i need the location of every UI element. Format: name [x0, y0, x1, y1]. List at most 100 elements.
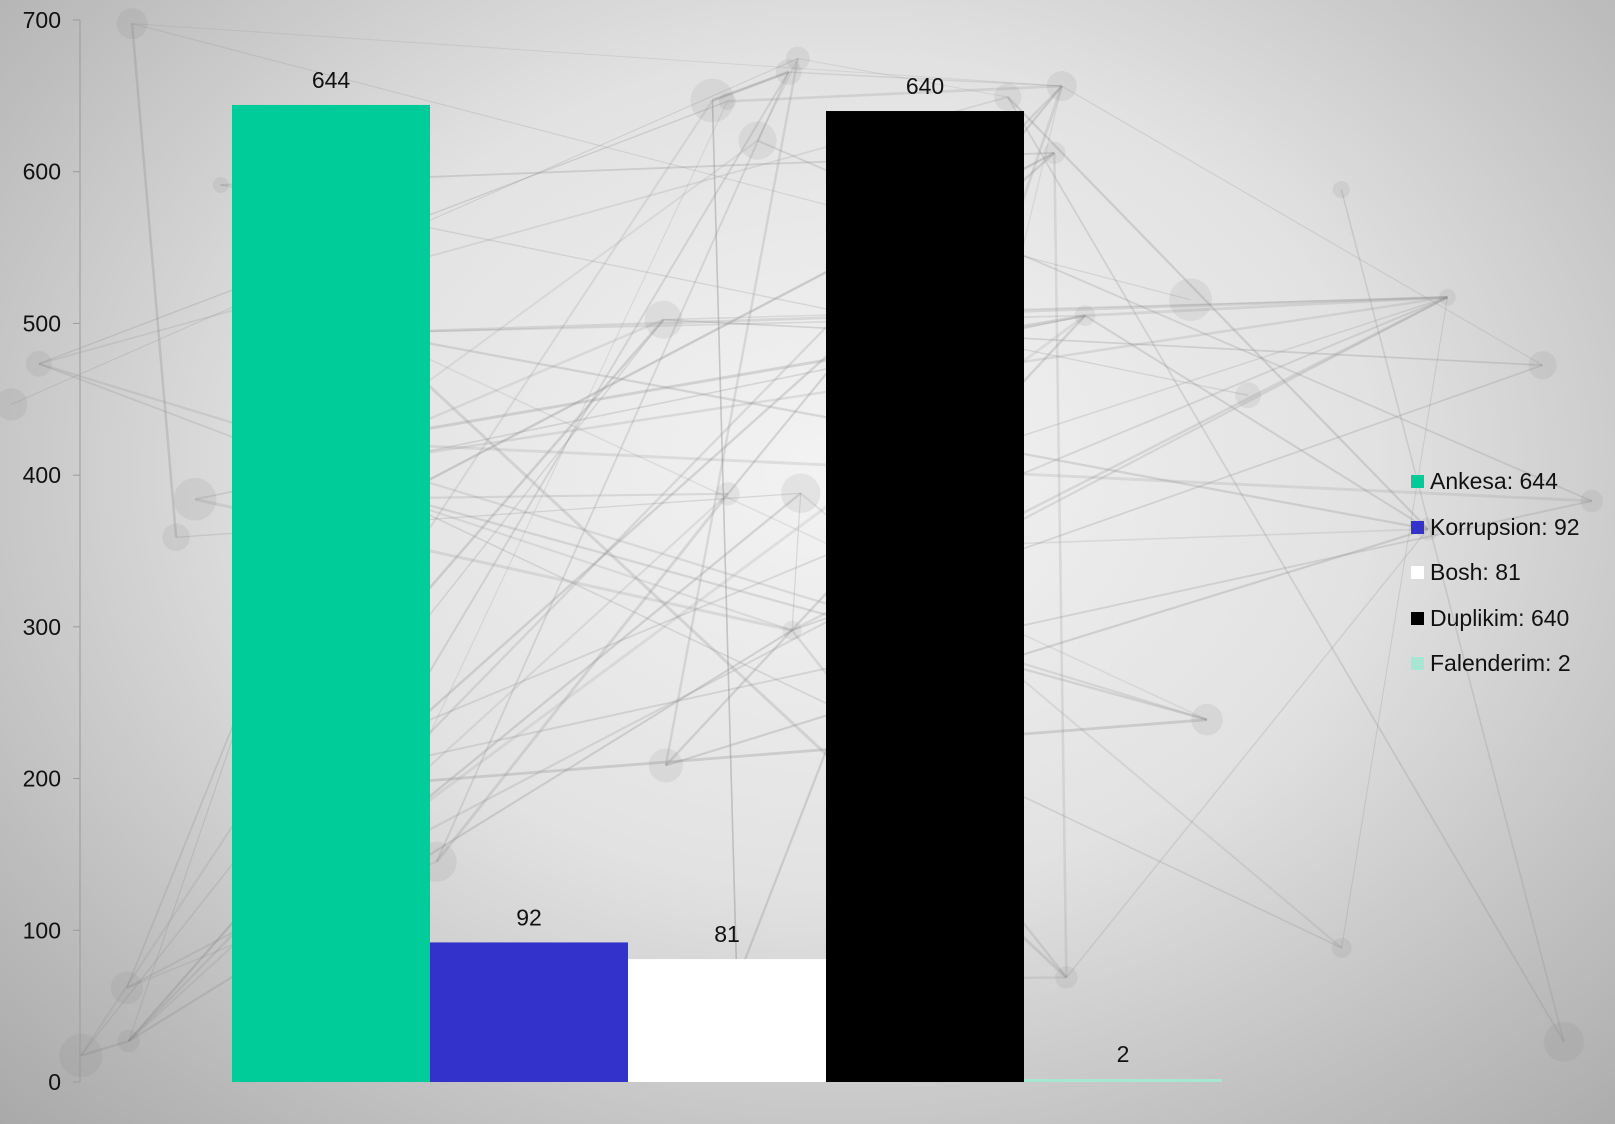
y-tick-label: 400 — [23, 462, 61, 488]
y-tick-label: 500 — [23, 310, 61, 336]
background-node — [162, 523, 190, 552]
background-line — [788, 71, 1062, 87]
data-label: 644 — [312, 67, 351, 93]
background-node — [644, 300, 683, 339]
data-labels: 644 92 81 640 2 — [312, 67, 1130, 1067]
background-node — [1043, 141, 1066, 165]
background-line — [394, 492, 728, 500]
background-node — [775, 59, 802, 86]
background-node — [1055, 966, 1078, 989]
legend-label: Korrupsion: 92 — [1430, 513, 1580, 540]
background-line — [1061, 85, 1543, 366]
background-node — [994, 83, 1022, 111]
background-line — [435, 71, 790, 863]
background-node — [0, 388, 28, 421]
background-line — [130, 23, 178, 538]
background-node — [738, 121, 777, 160]
background-line — [381, 101, 728, 836]
background-line — [711, 100, 738, 981]
y-axis: 0 100 200 300 400 500 600 700 — [23, 7, 81, 1095]
background-line — [711, 70, 790, 102]
background-line — [727, 84, 1062, 103]
background-node — [782, 620, 802, 640]
background-node — [1074, 305, 1096, 327]
background-line — [1084, 314, 1429, 530]
background-line — [973, 296, 1448, 453]
background-line — [664, 58, 800, 766]
background-node — [1331, 937, 1352, 958]
data-label: 92 — [516, 904, 542, 930]
background-node — [212, 176, 229, 194]
background-line — [1006, 96, 1429, 530]
legend-item: Falenderim: 2 — [1411, 641, 1580, 687]
background-line — [80, 1040, 129, 1057]
background-node — [1528, 351, 1557, 380]
background-node — [1439, 288, 1456, 306]
background-line — [132, 23, 1062, 87]
y-tick-label: 200 — [23, 766, 61, 792]
data-label: 640 — [906, 73, 944, 99]
background-line — [756, 58, 799, 141]
background-node — [1191, 703, 1223, 736]
bar-korrupsion — [430, 942, 628, 1082]
legend-label: Duplikim: 640 — [1430, 604, 1570, 631]
legend-swatch — [1411, 566, 1424, 580]
legend-item: Ankesa: 644 — [1411, 459, 1580, 505]
background-node — [116, 8, 148, 40]
background-line — [1341, 297, 1448, 948]
bars — [232, 104, 1222, 1083]
background-line — [435, 492, 730, 863]
background-line — [663, 296, 1448, 321]
data-label: 2 — [1117, 1041, 1130, 1067]
data-label: 81 — [714, 921, 740, 947]
background-node — [1580, 489, 1604, 513]
bar-falenderim — [1024, 1078, 1222, 1082]
background-line — [711, 100, 738, 981]
background-line — [712, 71, 789, 102]
background-node — [1543, 1021, 1584, 1062]
background-node — [1332, 181, 1350, 199]
background-line — [1340, 189, 1565, 1042]
background-node — [117, 1029, 140, 1053]
background-node — [648, 748, 683, 783]
background-line — [381, 492, 802, 837]
legend-swatch — [1411, 657, 1424, 671]
legend-item: Korrupsion: 92 — [1411, 505, 1580, 551]
legend-swatch — [1411, 520, 1424, 534]
background-line — [371, 332, 1208, 721]
legend: Ankesa: 644 Korrupsion: 92 Bosh: 81 Dupl… — [1411, 459, 1580, 687]
background-line — [665, 528, 1429, 767]
background-node — [59, 1033, 103, 1078]
background-line — [378, 71, 790, 756]
background-line — [393, 497, 793, 632]
legend-item: Duplikim: 640 — [1411, 596, 1580, 642]
bar-duplikim — [826, 111, 1024, 1083]
y-tick-label: 0 — [48, 1069, 61, 1095]
legend-label: Ankesa: 644 — [1430, 468, 1558, 495]
legend-item: Bosh: 81 — [1411, 550, 1580, 596]
background-node — [173, 477, 217, 521]
background-node — [780, 473, 821, 513]
background-node — [25, 350, 52, 377]
bar-bosh — [628, 959, 826, 1082]
background-node — [785, 46, 810, 71]
background-line — [1065, 528, 1429, 978]
legend-swatch — [1411, 611, 1424, 625]
y-tick-label: 100 — [23, 917, 61, 943]
background-node — [1235, 382, 1262, 409]
y-tick-label: 700 — [23, 7, 61, 33]
background-line — [1007, 96, 1565, 1043]
background-node — [1046, 71, 1077, 102]
background-node — [1169, 278, 1213, 322]
legend-swatch — [1411, 475, 1424, 489]
background-node — [716, 482, 740, 506]
background-line — [663, 318, 1543, 367]
legend-label: Bosh: 81 — [1430, 559, 1521, 586]
background-node — [110, 971, 144, 1005]
bar-ankesa — [232, 104, 430, 1082]
background-line — [791, 493, 802, 631]
background-line — [1084, 295, 1448, 318]
background-line — [1053, 152, 1068, 978]
background-line — [797, 58, 1008, 98]
